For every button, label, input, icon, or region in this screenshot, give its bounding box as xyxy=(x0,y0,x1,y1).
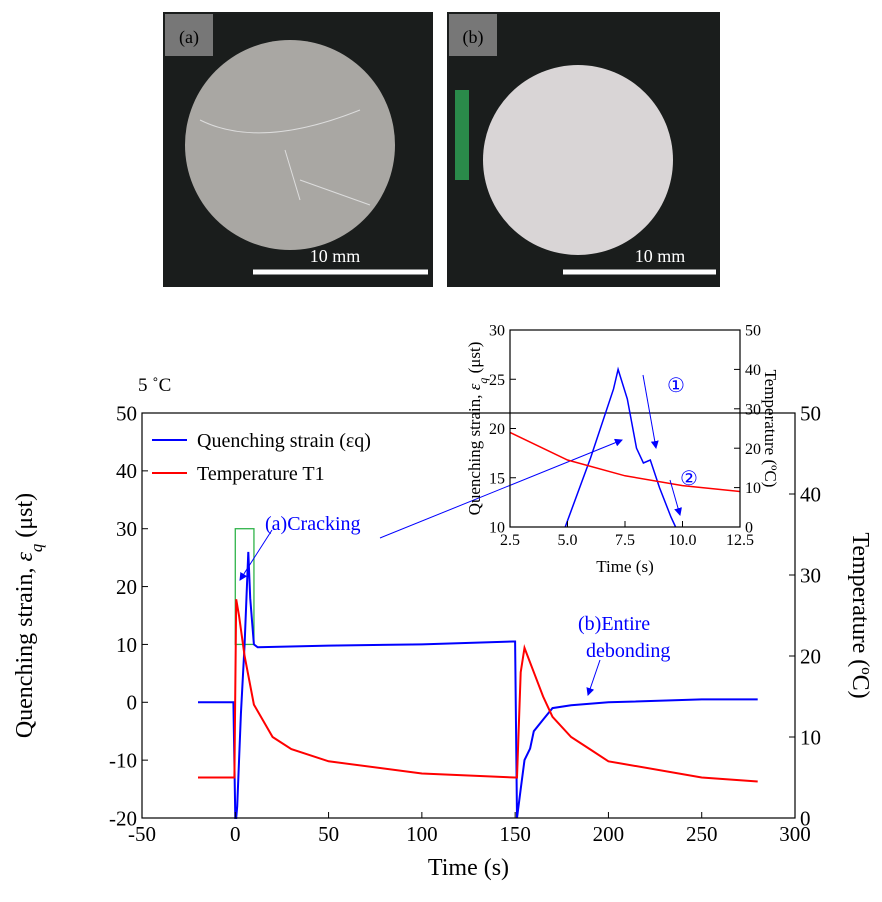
arrow xyxy=(669,479,682,516)
y2-tick-label: 40 xyxy=(800,482,821,506)
x-tick-label: 100 xyxy=(406,822,438,846)
y2-tick-label: 30 xyxy=(745,401,761,418)
x-tick-label: 300 xyxy=(779,822,811,846)
photo-label: (a) xyxy=(179,27,199,48)
photo-b: (b) 10 mm xyxy=(447,12,720,287)
plot-frame xyxy=(509,329,741,528)
y2-tick-label: 50 xyxy=(745,323,761,340)
x-tick-label: 250 xyxy=(686,822,718,846)
y2-tick-label: 10 xyxy=(745,480,761,497)
x-tick-label: 10.0 xyxy=(669,532,697,549)
annotation: ② xyxy=(680,468,698,490)
y-tick-label: 30 xyxy=(116,517,137,541)
y-axis-title-part: ε xyxy=(12,552,38,562)
y-axis-title: Quenching strain, εq (μst) xyxy=(12,493,46,738)
legend-label: Temperature T1 xyxy=(197,463,325,485)
y-tick-label: 15 xyxy=(489,470,505,487)
y2-tick-label: 50 xyxy=(800,401,821,425)
arrow xyxy=(379,438,623,539)
photo-label: (b) xyxy=(463,27,484,48)
scale-label: 10 mm xyxy=(635,246,686,266)
y-axis-title-part: q xyxy=(27,544,46,552)
arrow xyxy=(586,659,601,696)
y2-axis-title: Temperature (ºC) xyxy=(847,532,873,698)
scale-label: 10 mm xyxy=(310,246,361,266)
x-tick-label: 50 xyxy=(318,822,339,846)
y-tick-label: 20 xyxy=(116,575,137,599)
arrow xyxy=(642,374,659,449)
y-tick-label: -10 xyxy=(109,748,137,772)
x-tick-label: 12.5 xyxy=(726,532,754,549)
chart-title: 5 ˚C xyxy=(138,375,171,396)
y-axis-title-part: (μst) xyxy=(12,493,38,544)
arrow xyxy=(239,529,273,581)
y2-tick-label: 30 xyxy=(800,563,821,587)
y-tick-label: 10 xyxy=(116,633,137,657)
y-tick-label: -20 xyxy=(109,806,137,830)
series-line xyxy=(198,551,758,819)
y-axis-title-part: Quenching strain, xyxy=(12,562,38,739)
y-tick-label: 20 xyxy=(489,421,505,438)
photo-a: (a) 10 mm xyxy=(163,12,433,287)
series-line xyxy=(564,366,677,528)
y2-tick-label: 10 xyxy=(800,725,821,749)
y2-tick-label: 20 xyxy=(800,644,821,668)
y-axis-title-part: Quenching strain, xyxy=(465,390,484,515)
y-axis-title-part: q xyxy=(476,378,490,384)
legend-label: Quenching strain (εq) xyxy=(197,430,371,452)
annotation: (a)Cracking xyxy=(265,513,361,535)
plot-frame xyxy=(141,412,796,819)
y-tick-label: 25 xyxy=(489,372,505,389)
y2-tick-label: 20 xyxy=(745,441,761,458)
x-tick-label: 200 xyxy=(593,822,625,846)
x-tick-label: -50 xyxy=(128,822,156,846)
y-axis-title: Quenching strain, εq (μst) xyxy=(465,342,490,516)
x-tick-label: 150 xyxy=(499,822,531,846)
y-axis-title-part: (μst) xyxy=(465,342,484,378)
y-tick-label: 40 xyxy=(116,459,137,483)
y-tick-label: 30 xyxy=(489,323,505,340)
annotation: ① xyxy=(667,375,685,397)
x-axis-title: Time (s) xyxy=(428,855,509,881)
y2-axis-title: Temperature (ºC) xyxy=(761,370,780,488)
y2-tick-label: 0 xyxy=(800,806,811,830)
x-tick-label: 2.5 xyxy=(500,532,520,549)
series-line xyxy=(509,431,741,493)
y-tick-label: 10 xyxy=(489,520,505,537)
x-tick-label: 7.5 xyxy=(615,532,635,549)
x-tick-label: 5.0 xyxy=(558,532,578,549)
series-line xyxy=(198,599,758,783)
y2-tick-label: 40 xyxy=(745,362,761,379)
y-tick-label: 0 xyxy=(127,691,138,715)
y-tick-label: 50 xyxy=(116,401,137,425)
annotation: (b)Entire xyxy=(578,613,650,635)
annotation: debonding xyxy=(586,640,670,662)
x-tick-label: 0 xyxy=(230,822,241,846)
x-axis-title: Time (s) xyxy=(596,557,653,576)
y2-tick-label: 0 xyxy=(745,520,753,537)
y-axis-title-part: ε xyxy=(465,383,484,390)
